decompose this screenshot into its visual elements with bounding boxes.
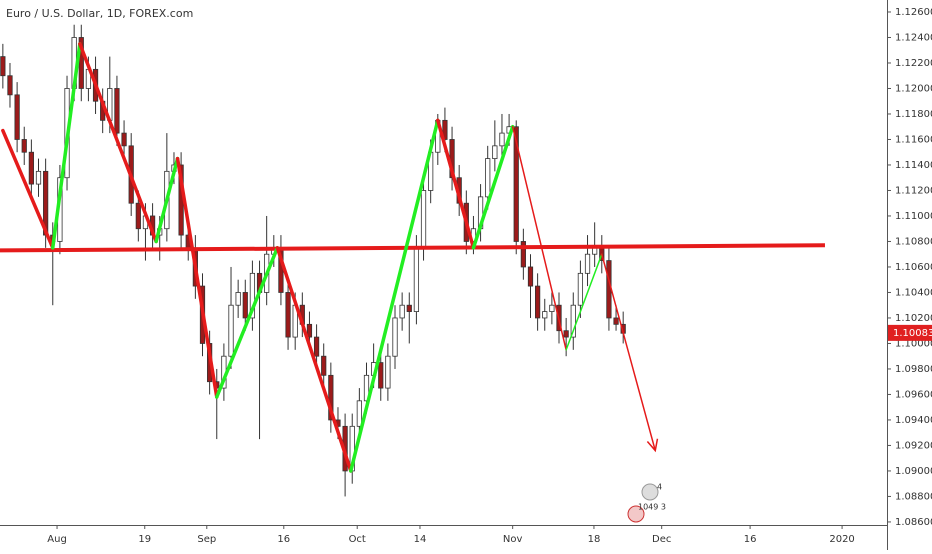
candle-body xyxy=(492,145,498,159)
candle-body xyxy=(542,311,548,319)
y-tick-label: 1.11200 xyxy=(895,185,932,196)
candle-body xyxy=(535,285,541,319)
last-price-box xyxy=(888,324,932,341)
zigzag-segment xyxy=(175,156,219,399)
candle-body xyxy=(7,75,13,96)
candle-body xyxy=(28,151,34,185)
x-tick-label: 16 xyxy=(744,534,757,545)
candle-body xyxy=(121,132,127,147)
candle-body xyxy=(0,56,6,77)
candle-body xyxy=(356,400,362,427)
zigzag-segment xyxy=(511,125,567,351)
y-tick-label: 1.09200 xyxy=(895,440,932,451)
candle-body xyxy=(420,190,427,249)
candle-body xyxy=(549,304,555,312)
zigzag-segment xyxy=(601,253,657,452)
y-tick-label: 1.10800 xyxy=(895,236,932,247)
y-tick-label: 1.12600 xyxy=(895,7,932,18)
zigzag-segment xyxy=(349,118,440,473)
candle-body xyxy=(321,355,327,376)
candle-body xyxy=(413,247,420,312)
zigzag-segment xyxy=(1,128,55,250)
zigzag-segment xyxy=(436,118,476,250)
chart-title: Euro / U.S. Dollar, 1D, FOREX.com xyxy=(6,7,193,20)
y-tick-label: 1.10200 xyxy=(895,313,932,324)
x-tick-label: 2020 xyxy=(829,534,854,545)
event-icon xyxy=(641,483,659,501)
zigzag-segment xyxy=(471,124,515,250)
x-tick-label: Nov xyxy=(503,534,523,545)
candle-body xyxy=(378,362,384,389)
x-tick-label: Sep xyxy=(197,534,216,545)
event-badge: 1049 3 xyxy=(638,503,666,512)
candle-body xyxy=(485,158,491,198)
candle-body xyxy=(584,253,591,274)
candle-body xyxy=(592,247,598,255)
y-tick-label: 1.11400 xyxy=(895,160,932,171)
candle-body xyxy=(527,266,534,287)
y-tick-label: 1.12200 xyxy=(895,58,932,69)
y-tick-label: 1.09000 xyxy=(895,466,932,477)
zigzag-segment xyxy=(51,42,82,250)
x-tick-label: 16 xyxy=(277,534,290,545)
candle-body xyxy=(135,202,141,230)
x-tick-label: 14 xyxy=(414,534,427,545)
candle-body xyxy=(399,304,405,319)
candle-body xyxy=(313,336,320,357)
candle-body xyxy=(35,170,42,185)
y-tick-label: 1.10600 xyxy=(895,262,932,273)
level-line xyxy=(0,243,825,253)
y-tick-label: 1.10000 xyxy=(895,338,932,349)
candle-body xyxy=(563,330,569,338)
candle-body xyxy=(114,88,120,134)
candle-body xyxy=(228,304,234,357)
x-tick-label: Oct xyxy=(349,534,366,545)
x-tick-label: Dec xyxy=(652,534,671,545)
candle-body xyxy=(14,94,20,140)
zigzag-segment xyxy=(154,156,180,244)
y-tick-label: 1.12000 xyxy=(895,83,932,94)
y-tick-label: 1.11600 xyxy=(895,134,932,145)
candle-body xyxy=(21,139,27,153)
y-tick-label: 1.09600 xyxy=(895,389,932,400)
x-tick-label: 19 xyxy=(138,534,151,545)
candle-body xyxy=(606,260,612,319)
zigzag-segment xyxy=(565,253,603,351)
arrow-head xyxy=(646,438,659,453)
y-tick-label: 1.10400 xyxy=(895,287,932,298)
candle-body xyxy=(235,292,241,306)
event-icon xyxy=(627,505,645,523)
candle-body xyxy=(328,374,334,421)
y-tick-label: 1.12400 xyxy=(895,32,932,43)
y-tick-label: 1.11800 xyxy=(895,109,932,120)
candle-body xyxy=(249,272,256,319)
y-tick-label: 1.08800 xyxy=(895,491,932,502)
candle-body xyxy=(306,323,313,338)
candle-body xyxy=(513,126,519,242)
y-tick-label: 1.08600 xyxy=(895,517,932,528)
y-tick-label: 1.09400 xyxy=(895,415,932,426)
candle-body xyxy=(392,317,398,357)
candle-body xyxy=(570,304,576,338)
x-tick-label: 18 xyxy=(588,534,601,545)
y-tick-label: 1.11000 xyxy=(895,211,932,222)
candle-body xyxy=(285,292,291,338)
candle-body xyxy=(385,355,391,389)
candle-body xyxy=(499,132,505,147)
candle-body xyxy=(242,292,248,319)
candle-body xyxy=(406,304,412,312)
y-tick-label: 1.09800 xyxy=(895,364,932,375)
zigzag-segment xyxy=(78,42,158,244)
candle-body xyxy=(520,241,526,268)
event-badge: 4 xyxy=(657,483,662,492)
zigzag-segment xyxy=(275,246,353,473)
zigzag-segment xyxy=(215,246,280,399)
last-price-label: 1.10083 xyxy=(893,328,932,339)
candle-body xyxy=(577,272,584,306)
candle-body xyxy=(613,317,619,325)
x-tick-label: Aug xyxy=(47,534,67,545)
